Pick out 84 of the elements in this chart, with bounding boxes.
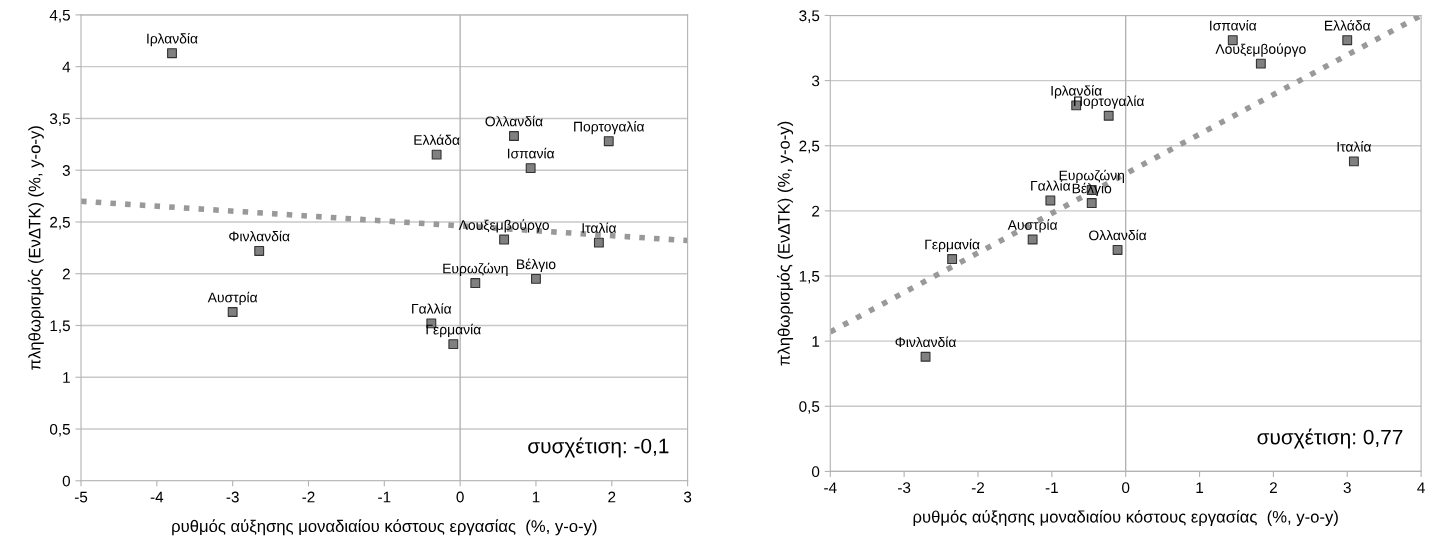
- y-tick-label: 4,5: [49, 9, 70, 23]
- point: [947, 254, 958, 265]
- x-tick-label: -3: [898, 482, 911, 494]
- y-tick-label: 0,5: [799, 401, 820, 414]
- point: [431, 149, 442, 160]
- x-tick-label: 2: [1269, 482, 1277, 493]
- x-tick-label: -3: [226, 491, 239, 503]
- y-axis-title: πληθωρισμός (ΕνΔΤΚ) (%, y-o-y): [27, 126, 44, 370]
- y-tick-label: 2: [62, 268, 70, 280]
- x-tick-label: 1: [532, 491, 540, 503]
- y-tick-label: 1: [812, 336, 820, 347]
- annotation: Βέλγιο: [517, 258, 556, 272]
- y-tick-label: 3: [811, 75, 820, 87]
- point: [227, 307, 238, 317]
- point: [1112, 244, 1123, 255]
- x-tick-label: -4: [824, 482, 837, 493]
- y-tick-label: 4: [62, 61, 71, 73]
- annotation: Ελλάδα: [1325, 19, 1371, 31]
- x-tick-label: 1: [1196, 482, 1204, 493]
- point: [509, 131, 519, 141]
- annotation: Γερμανία: [426, 323, 481, 338]
- x-tick-label: 2: [608, 491, 616, 503]
- x-tick-label: 0: [1122, 482, 1130, 494]
- y-tick-label: 1: [63, 372, 70, 383]
- x-tick-label: -2: [971, 482, 985, 493]
- annotation: Ισπανία: [1210, 19, 1257, 31]
- x-tick-label: 3: [683, 491, 692, 503]
- point: [525, 163, 536, 174]
- y-tick-label: 3: [62, 165, 70, 176]
- y-tick-label: 2: [812, 205, 820, 217]
- point: [1348, 156, 1359, 167]
- point: [1086, 198, 1097, 208]
- annotation: Λουξεμβούργο: [1215, 43, 1306, 57]
- annotation: Φινλανδία: [229, 230, 290, 242]
- y-tick-label: 1,5: [799, 271, 820, 284]
- x-tick-label: -5: [74, 491, 88, 503]
- point: [1342, 35, 1353, 46]
- x-tick-label: -4: [150, 491, 164, 503]
- y-tick-label: 3,5: [49, 113, 70, 126]
- point: [1045, 195, 1056, 206]
- point: [470, 278, 481, 288]
- x-tick-label: 3: [1343, 482, 1351, 494]
- annotation: συσχέτιση: 0,77: [1257, 428, 1403, 449]
- annotation: Ευρωζώνη: [443, 262, 508, 277]
- y-tick-label: 3,5: [799, 10, 820, 23]
- x-tick-label: 4: [1417, 482, 1425, 493]
- y-tick-label: 0: [811, 466, 820, 478]
- point: [167, 48, 177, 59]
- y-tick-label: 0,5: [49, 423, 70, 437]
- x-tick-label: 0: [456, 491, 464, 503]
- annotation: Ολλανδία: [1089, 229, 1147, 241]
- annotation: Ιταλία: [1337, 141, 1372, 152]
- x-tick-label: -2: [302, 491, 315, 503]
- point: [1255, 58, 1266, 69]
- point: [1103, 110, 1114, 121]
- x-tick-label: -1: [378, 491, 391, 503]
- y-tick-label: 1,5: [50, 320, 70, 333]
- annotation: Λουξεμβούργο: [458, 219, 549, 233]
- y-axis-title: πληθωρισμός (ΕνΔΤΚ) (%, y-o-y): [777, 121, 794, 366]
- y-tick-label: 2,5: [799, 140, 820, 154]
- point: [603, 136, 614, 147]
- annotation: Ολλανδία: [485, 115, 543, 127]
- annotation: συσχέτιση: -0,1: [528, 437, 669, 458]
- annotation: Πορτογαλία: [574, 120, 645, 135]
- point: [920, 351, 931, 362]
- annotation: Ελλάδα: [414, 134, 460, 145]
- x-axis-title: ρυθμός αύξησης μοναδιαίου κόστους εργασίας (%, y-o-y): [172, 519, 597, 536]
- point: [1027, 234, 1038, 245]
- point: [531, 273, 541, 284]
- x-axis-title: ρυθμός αύξησης μοναδιαίου κόστους εργασίας (%, y-o-y): [913, 509, 1338, 526]
- annotation: Ιρλανδία: [147, 32, 198, 47]
- annotation: Γαλλία: [412, 303, 452, 314]
- annotation: Αυστρία: [207, 291, 258, 306]
- annotation: Φινλανδία: [895, 336, 956, 348]
- point: [593, 237, 604, 248]
- annotation: Ιταλία: [582, 222, 617, 233]
- y-tick-label: 2,5: [50, 216, 70, 230]
- x-tick-label: -1: [1045, 482, 1058, 493]
- annotation: Αυστρία: [1007, 219, 1058, 233]
- point: [448, 339, 459, 350]
- annotation: Γερμανία: [925, 238, 980, 253]
- annotation: Ισπανία: [507, 147, 555, 159]
- point: [254, 246, 265, 256]
- point: [499, 234, 510, 245]
